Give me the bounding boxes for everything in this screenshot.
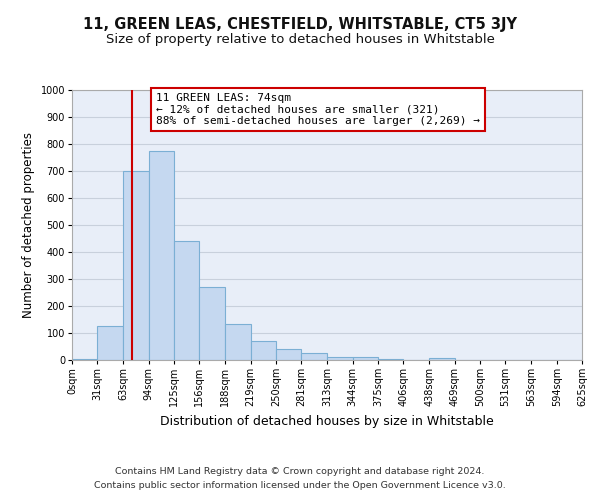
Bar	[430, 358, 455, 360]
Bar	[301, 353, 328, 360]
Bar	[72, 358, 97, 360]
X-axis label: Distribution of detached houses by size in Whitstable: Distribution of detached houses by size …	[160, 414, 494, 428]
Bar	[124, 171, 149, 360]
Bar	[97, 326, 124, 360]
Bar	[149, 151, 174, 360]
Text: 11, GREEN LEAS, CHESTFIELD, WHITSTABLE, CT5 3JY: 11, GREEN LEAS, CHESTFIELD, WHITSTABLE, …	[83, 18, 517, 32]
Bar	[226, 324, 251, 360]
Bar	[328, 357, 353, 360]
Bar	[251, 341, 276, 360]
Bar	[378, 358, 403, 360]
Text: Contains HM Land Registry data © Crown copyright and database right 2024.: Contains HM Land Registry data © Crown c…	[115, 467, 485, 476]
Bar	[199, 287, 226, 360]
Bar	[174, 241, 199, 360]
Text: Contains public sector information licensed under the Open Government Licence v3: Contains public sector information licen…	[94, 481, 506, 490]
Text: Size of property relative to detached houses in Whitstable: Size of property relative to detached ho…	[106, 32, 494, 46]
Y-axis label: Number of detached properties: Number of detached properties	[22, 132, 35, 318]
Bar	[276, 349, 301, 360]
Text: 11 GREEN LEAS: 74sqm
← 12% of detached houses are smaller (321)
88% of semi-deta: 11 GREEN LEAS: 74sqm ← 12% of detached h…	[156, 92, 480, 126]
Bar	[353, 358, 378, 360]
